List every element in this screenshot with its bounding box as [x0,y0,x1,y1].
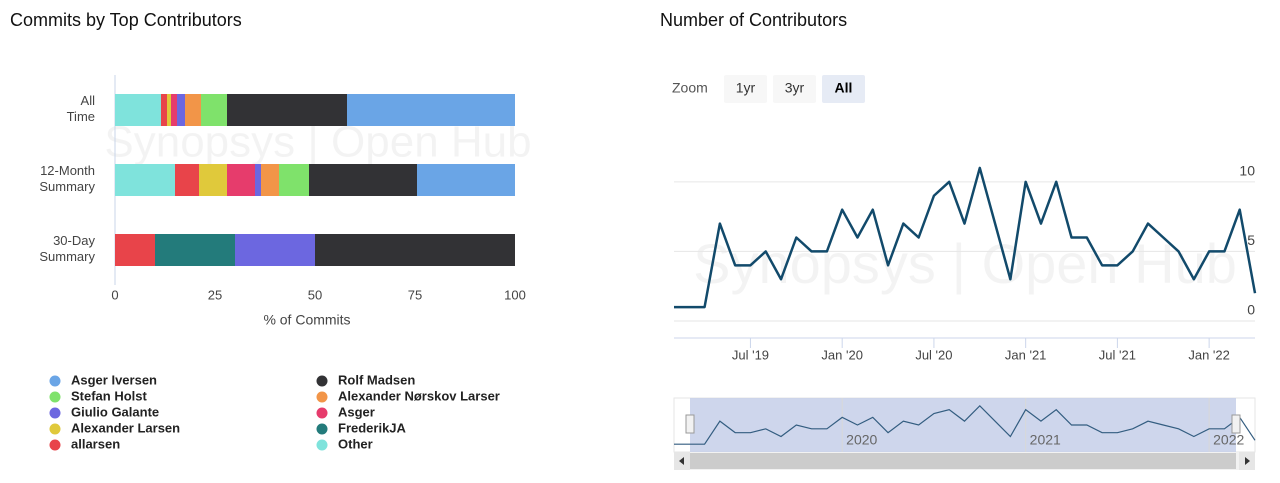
bar-segment [255,164,261,196]
bar-segment [227,94,347,126]
x-tick-label: 50 [308,287,322,302]
legend-marker[interactable] [316,375,328,387]
zoom-button[interactable] [822,75,865,103]
x-tick-label: 25 [208,287,222,302]
bar-segment [161,94,167,126]
zoom-button-label[interactable]: 1yr [736,80,756,96]
chart-title: Commits by Top Contributors [10,10,242,30]
bar-segment [261,164,279,196]
legend-marker[interactable] [49,375,61,387]
bar-segment [115,94,161,126]
legend-marker[interactable] [49,391,61,403]
scrollbar-thumb[interactable] [690,453,1236,469]
y-tick-label: 0 [1247,302,1255,318]
x-tick-label: Jan '22 [1188,347,1230,362]
bar-segment [175,164,199,196]
x-tick-label: Jul '21 [1099,347,1136,362]
bar-segment [417,164,515,196]
legend-label[interactable]: allarsen [71,436,120,451]
line-series [674,166,1257,309]
legend-label[interactable]: Stefan Holst [71,388,148,403]
y-tick-label: All Time [67,93,96,124]
x-axis-label: % of Commits [263,312,350,328]
legend-label[interactable]: Giulio Galante [71,404,159,419]
chart-title: Number of Contributors [660,10,847,30]
zoom-button-label[interactable]: All [835,80,853,96]
x-tick-label: 100 [504,287,526,302]
legend-label[interactable]: Asger Iversen [71,372,157,387]
legend-marker[interactable] [49,439,61,451]
legend-label[interactable]: Other [338,436,373,451]
navigator-handle[interactable] [1231,414,1241,434]
legend-label[interactable]: Alexander Larsen [71,420,180,435]
navigator-label: 2022 [1213,432,1244,448]
bar-segment [235,234,315,266]
zoom-button-label[interactable]: 3yr [785,80,805,96]
zoom-label: Zoom [672,80,708,96]
scroll-arrow [679,457,684,465]
x-tick-label: Jul '20 [915,347,952,362]
legend-label[interactable]: Alexander Nørskov Larser [338,388,500,403]
y-tick-label: 10 [1239,163,1255,179]
x-tick-label: 0 [111,287,118,302]
legend-marker[interactable] [49,423,61,435]
bar-segment [185,94,201,126]
navigator-label: 2021 [1030,432,1061,448]
x-tick-label: 75 [408,287,422,302]
legend-marker[interactable] [49,407,61,419]
bar-segment [279,164,309,196]
legend-marker[interactable] [316,391,328,403]
bar-segment [315,234,515,266]
bar-segment [171,94,177,126]
bar-segment [115,234,155,266]
y-tick-label: 12-Month Summary [39,163,95,194]
x-tick-label: Jul '19 [732,347,769,362]
legend-label[interactable]: Rolf Madsen [338,372,415,387]
bar-segment [155,234,235,266]
bar-segment [347,94,515,126]
navigator-mask [690,398,1236,452]
navigator-handle[interactable] [685,414,695,434]
bar-segment [115,164,175,196]
legend-marker[interactable] [316,407,328,419]
y-tick-label: 30-Day Summary [39,233,95,264]
legend-label[interactable]: Asger [338,404,375,419]
legend-marker[interactable] [316,423,328,435]
zoom-button[interactable] [724,75,767,103]
legend-label[interactable]: FrederikJA [338,420,407,435]
legend-marker[interactable] [316,439,328,451]
bar-segment [309,164,417,196]
navigator-label: 2020 [846,432,877,448]
bar-segment [167,94,171,126]
bar-segment [227,164,255,196]
navigator-series [674,404,1256,445]
watermark: Synopsys | Open Hub [693,232,1237,295]
y-tick-label: 5 [1247,232,1255,248]
zoom-button[interactable] [773,75,816,103]
bar-segment [199,164,227,196]
scroll-arrow [1245,457,1250,465]
x-tick-label: Jan '21 [1005,347,1047,362]
x-tick-label: Jan '20 [821,347,863,362]
bar-segment [177,94,185,126]
bar-segment [201,94,227,126]
